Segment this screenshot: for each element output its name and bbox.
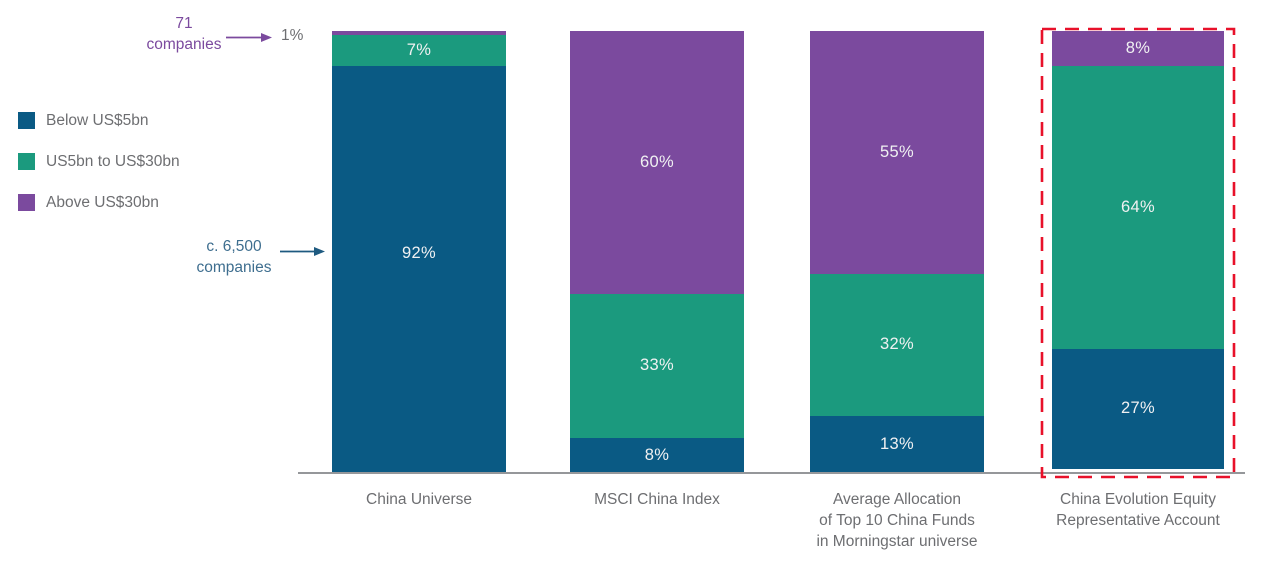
legend-swatch-blue <box>18 112 35 129</box>
bar-segment-5bn-to-30bn: 64% <box>1052 66 1224 350</box>
bar-average-allocation-top10: 55% 32% 13% <box>810 31 984 473</box>
legend-swatch-teal <box>18 153 35 170</box>
legend-item-above-30bn: Above US$30bn <box>18 194 180 211</box>
bar-segment-above-30bn: 55% <box>810 31 984 275</box>
bar-segment-5bn-to-30bn: 32% <box>810 274 984 416</box>
bar-segment-value-label: 55% <box>880 143 914 162</box>
bar-segment-below-5bn: 27% <box>1052 349 1224 469</box>
x-axis-label-line: China Evolution Equity <box>1060 491 1216 508</box>
annotation-6500-companies: c. 6,500 companies <box>176 236 292 278</box>
legend-label: Above US$30bn <box>46 193 159 211</box>
x-axis-label-line: of Top 10 China Funds <box>819 512 975 529</box>
bar-segment-value-label-outside: 1% <box>281 27 304 44</box>
annotation-71-companies: 71 companies <box>126 13 242 55</box>
bar-segment-5bn-to-30bn: 33% <box>570 293 744 438</box>
bar-segment-value-label: 64% <box>1121 198 1155 217</box>
legend-label: Below US$5bn <box>46 111 149 129</box>
legend-item-below-5bn: Below US$5bn <box>18 112 180 129</box>
annotation-line: companies <box>146 36 222 53</box>
x-axis-label-average-allocation: Average Allocation of Top 10 China Funds… <box>777 489 1017 552</box>
x-axis-label-china-universe: China Universe <box>299 489 539 510</box>
x-axis-label-china-evolution-equity: China Evolution Equity Representative Ac… <box>1018 489 1258 531</box>
arrowhead-blue <box>314 247 325 256</box>
bar-segment-below-5bn: 92% <box>332 66 506 473</box>
annotation-line: companies <box>196 259 272 276</box>
bar-segment-value-label: 7% <box>406 41 432 60</box>
arrowhead-purple <box>261 33 272 42</box>
bar-segment-above-30bn: 60% <box>570 31 744 294</box>
x-axis-label-line: Average Allocation <box>832 491 962 508</box>
bar-segment-value-label: 92% <box>402 244 436 263</box>
bar-msci-china-index: 60% 33% 8% <box>570 31 744 473</box>
bar-segment-value-label: 27% <box>1121 399 1155 418</box>
legend-swatch-purple <box>18 194 35 211</box>
x-axis-label-msci-china-index: MSCI China Index <box>537 489 777 510</box>
x-axis-label-line: in Morningstar universe <box>816 533 978 550</box>
bar-segment-above-30bn <box>332 31 506 36</box>
annotation-line: c. 6,500 <box>206 238 262 255</box>
bar-segment-value-label: 33% <box>640 356 674 375</box>
bar-segment-value-label: 8% <box>1125 39 1151 58</box>
legend-label: US5bn to US$30bn <box>46 152 180 170</box>
annotation-line: 71 <box>175 15 193 32</box>
x-axis-label-line: Representative Account <box>1056 512 1220 529</box>
x-axis-label-line: China Universe <box>366 491 472 508</box>
x-axis-line <box>298 472 1245 474</box>
bar-segment-below-5bn: 8% <box>570 437 744 473</box>
bar-segment-value-label: 32% <box>880 335 914 354</box>
legend-item-5bn-to-30bn: US5bn to US$30bn <box>18 153 180 170</box>
bar-china-evolution-equity: 8% 64% 27% <box>1052 31 1224 473</box>
bar-china-universe: 7% 92% <box>332 31 506 473</box>
chart-legend: Below US$5bn US5bn to US$30bn Above US$3… <box>18 112 180 235</box>
bar-segment-5bn-to-30bn: 7% <box>332 35 506 67</box>
bar-segment-above-30bn: 8% <box>1052 31 1224 67</box>
bar-segment-value-label: 13% <box>880 434 914 453</box>
x-axis-label-line: MSCI China Index <box>594 491 720 508</box>
bar-segment-value-label: 60% <box>640 152 674 171</box>
bar-segment-below-5bn: 13% <box>810 415 984 473</box>
bar-segment-value-label: 8% <box>644 445 670 464</box>
